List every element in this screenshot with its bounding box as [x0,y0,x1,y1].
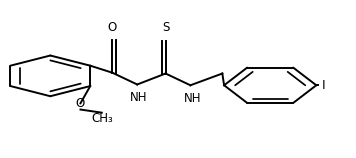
Text: I: I [321,79,325,92]
Text: O: O [108,21,117,34]
Text: CH₃: CH₃ [91,112,112,125]
Text: NH: NH [183,91,201,105]
Text: NH: NH [130,91,148,104]
Text: S: S [162,21,169,34]
Text: O: O [76,97,85,110]
